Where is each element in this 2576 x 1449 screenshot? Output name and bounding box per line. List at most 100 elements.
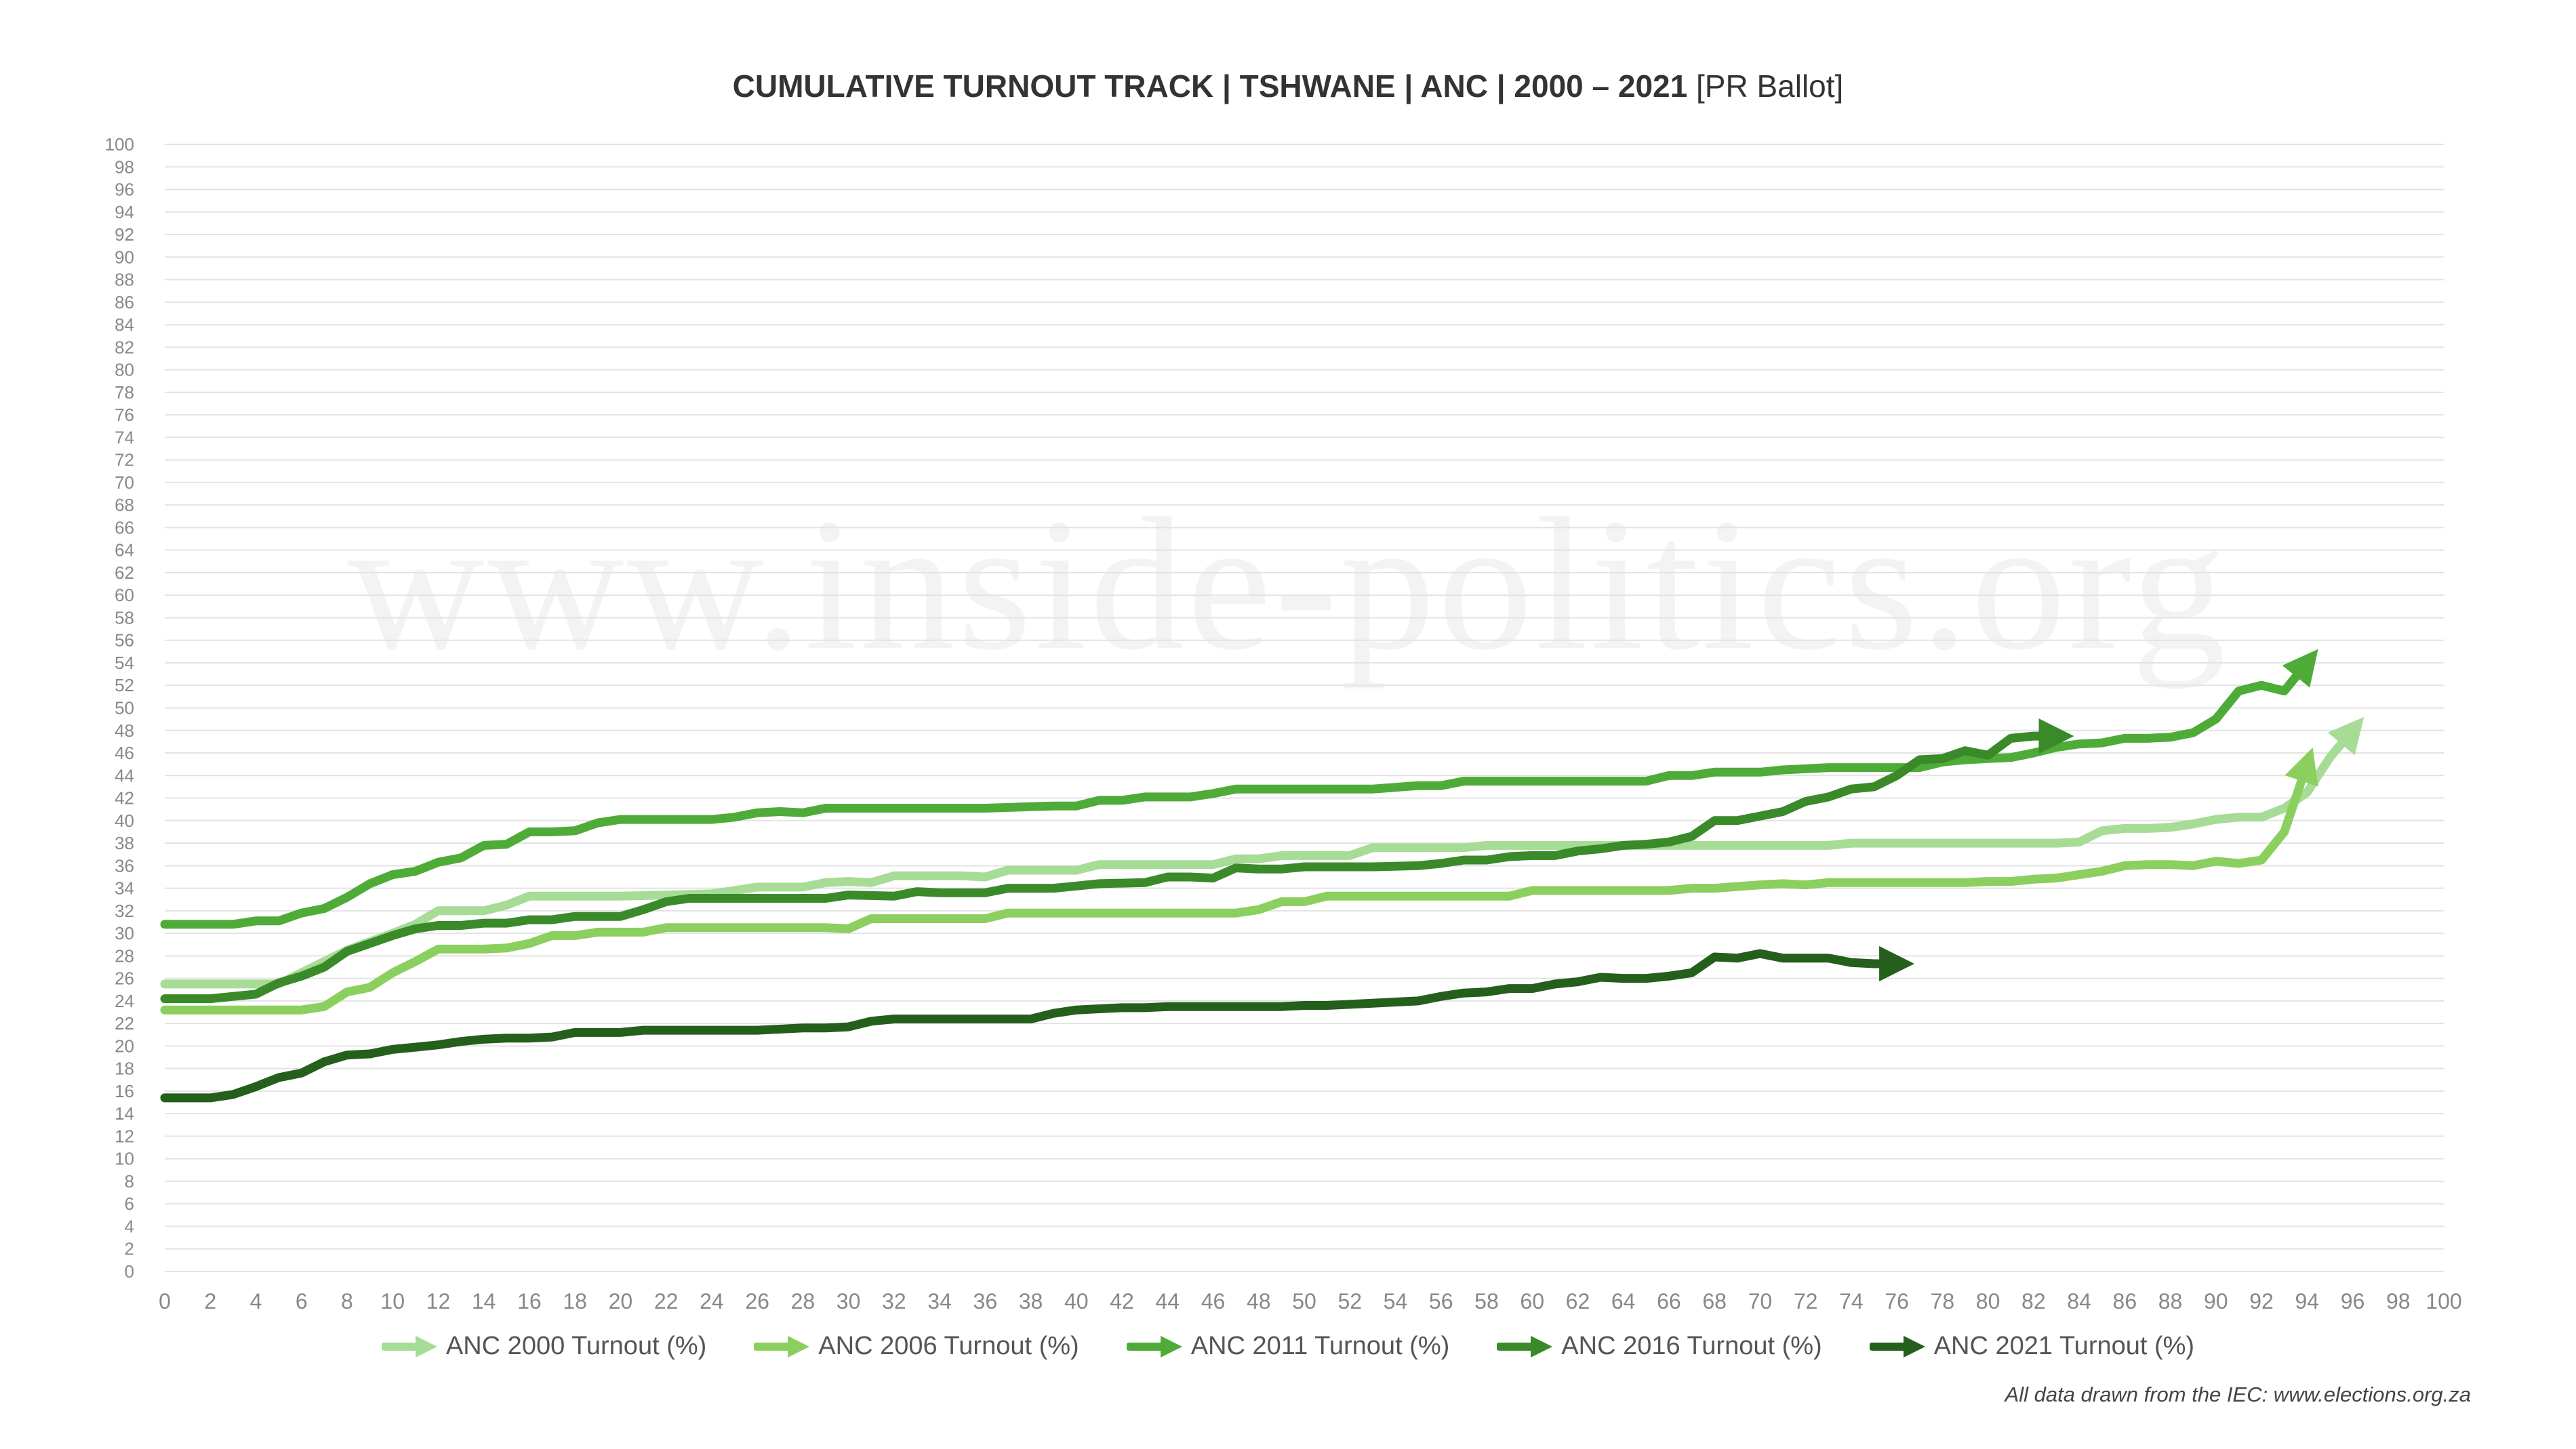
x-tick-label: 36 — [973, 1289, 998, 1313]
y-tick-label: 14 — [115, 1103, 134, 1124]
y-tick-label: 12 — [115, 1126, 134, 1146]
y-tick-label: 88 — [115, 270, 134, 290]
x-tick-label: 90 — [2204, 1289, 2228, 1313]
x-tick-label: 38 — [1019, 1289, 1043, 1313]
y-tick-label: 8 — [125, 1171, 134, 1191]
legend-arrow-head — [1160, 1335, 1182, 1358]
y-tick-label: 28 — [115, 945, 134, 966]
x-tick-label: 62 — [1566, 1289, 1590, 1313]
y-tick-label: 84 — [115, 314, 134, 335]
y-tick-label: 10 — [115, 1149, 134, 1169]
x-tick-label: 94 — [2295, 1289, 2319, 1313]
x-tick-label: 42 — [1110, 1289, 1134, 1313]
x-tick-label: 4 — [250, 1289, 262, 1313]
x-tick-label: 74 — [1839, 1289, 1864, 1313]
x-tick-label: 48 — [1247, 1289, 1271, 1313]
series-line — [160, 946, 1915, 1103]
y-tick-label: 82 — [115, 337, 134, 357]
x-tick-label: 70 — [1748, 1289, 1773, 1313]
y-tick-label: 40 — [115, 811, 134, 831]
series-line — [160, 716, 2364, 989]
y-tick-label: 78 — [115, 382, 134, 403]
series-line — [160, 718, 2074, 1004]
x-tick-label: 22 — [654, 1289, 679, 1313]
x-tick-label: 0 — [159, 1289, 171, 1313]
x-tick-label: 8 — [341, 1289, 353, 1313]
x-tick-label: 16 — [517, 1289, 542, 1313]
x-tick-label: 40 — [1064, 1289, 1089, 1313]
y-tick-label: 74 — [115, 427, 134, 447]
chart-title: CUMULATIVE TURNOUT TRACK | TSHWANE | ANC… — [0, 68, 2576, 104]
x-tick-label: 2 — [204, 1289, 216, 1313]
y-tick-label: 60 — [115, 585, 134, 605]
legend: ANC 2000 Turnout (%) ANC 2006 Turnout (%)… — [0, 1332, 2576, 1361]
legend-label: ANC 2016 Turnout (%) — [1561, 1332, 1822, 1360]
y-tick-label: 52 — [115, 675, 134, 695]
legend-label: ANC 2000 Turnout (%) — [445, 1332, 707, 1360]
x-tick-label: 20 — [609, 1289, 633, 1313]
y-tick-label: 38 — [115, 833, 134, 853]
legend-arrow-icon — [754, 1335, 810, 1358]
legend-arrow-icon — [381, 1335, 437, 1358]
legend-label: ANC 2011 Turnout (%) — [1190, 1332, 1450, 1360]
legend-arrow-icon — [1869, 1335, 1925, 1358]
y-tick-label: 32 — [115, 901, 134, 921]
legend-item: ANC 2021 Turnout (%) — [1869, 1332, 2194, 1361]
y-tick-label: 76 — [115, 405, 134, 425]
legend-arrow-icon — [1126, 1335, 1182, 1358]
y-tick-label: 94 — [115, 202, 134, 222]
x-tick-label: 34 — [927, 1289, 952, 1313]
x-tick-label: 30 — [837, 1289, 861, 1313]
y-tick-label: 98 — [115, 157, 134, 177]
x-tick-label: 82 — [2021, 1289, 2046, 1313]
x-tick-label: 64 — [1611, 1289, 1636, 1313]
y-tick-label: 54 — [115, 653, 134, 673]
x-tick-label: 14 — [472, 1289, 496, 1313]
x-tick-label: 46 — [1201, 1289, 1226, 1313]
x-tick-label: 68 — [1702, 1289, 1727, 1313]
x-tick-label: 44 — [1155, 1289, 1180, 1313]
y-tick-label: 46 — [115, 743, 134, 763]
x-tick-label: 6 — [296, 1289, 308, 1313]
y-tick-label: 4 — [125, 1216, 134, 1236]
y-tick-label: 70 — [115, 472, 134, 493]
x-tick-label: 56 — [1429, 1289, 1453, 1313]
y-tick-label: 50 — [115, 698, 134, 718]
y-tick-label: 90 — [115, 247, 134, 267]
x-tick-label: 50 — [1292, 1289, 1316, 1313]
x-tick-label: 84 — [2067, 1289, 2091, 1313]
chart-title-main: CUMULATIVE TURNOUT TRACK | TSHWANE | ANC… — [732, 68, 1688, 104]
x-tick-label: 98 — [2386, 1289, 2411, 1313]
legend-arrow-head — [788, 1335, 810, 1358]
y-tick-label: 66 — [115, 517, 134, 537]
x-tick-label: 76 — [1885, 1289, 1909, 1313]
legend-label: ANC 2006 Turnout (%) — [818, 1332, 1079, 1360]
y-tick-label: 64 — [115, 540, 134, 560]
y-tick-label: 34 — [115, 878, 134, 899]
y-tick-label: 100 — [105, 134, 134, 155]
x-tick-label: 28 — [791, 1289, 816, 1313]
y-tick-label: 62 — [115, 563, 134, 583]
y-tick-label: 58 — [115, 607, 134, 628]
x-tick-label: 60 — [1520, 1289, 1544, 1313]
x-tick-label: 58 — [1474, 1289, 1499, 1313]
y-tick-label: 96 — [115, 180, 134, 200]
x-tick-label: 54 — [1384, 1289, 1408, 1313]
x-tick-label: 100 — [2426, 1289, 2461, 1313]
x-tick-label: 32 — [882, 1289, 906, 1313]
y-tick-label: 6 — [125, 1193, 134, 1214]
x-tick-label: 52 — [1337, 1289, 1362, 1313]
y-tick-label: 0 — [125, 1261, 134, 1282]
legend-arrow-head — [1903, 1335, 1925, 1358]
y-tick-label: 92 — [115, 224, 134, 245]
y-tick-label: 80 — [115, 360, 134, 380]
series-line — [160, 748, 2318, 1015]
y-tick-label: 68 — [115, 495, 134, 515]
x-tick-label: 96 — [2341, 1289, 2365, 1313]
legend-item: ANC 2000 Turnout (%) — [381, 1332, 707, 1361]
y-tick-label: 48 — [115, 720, 134, 741]
x-tick-label: 72 — [1794, 1289, 1818, 1313]
y-tick-label: 86 — [115, 292, 134, 312]
source-note: All data drawn from the IEC: www.electio… — [2005, 1383, 2471, 1406]
